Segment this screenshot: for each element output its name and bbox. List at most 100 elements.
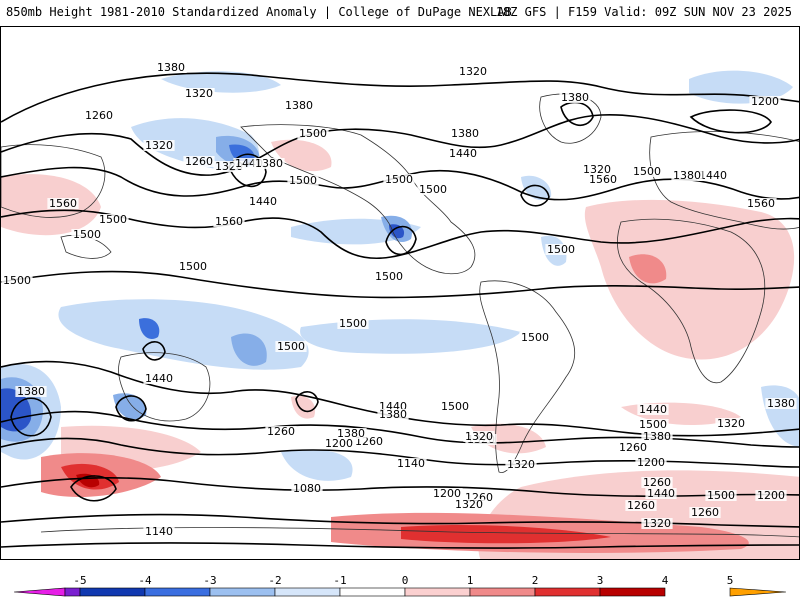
- contour-label-bg: [671, 170, 703, 181]
- contour-line: [1, 72, 799, 123]
- contour-label-bg: [519, 332, 551, 343]
- contour-label-bg: [505, 459, 537, 470]
- contour-label: 1500: [547, 243, 575, 256]
- contour-line: [142, 341, 166, 361]
- colorbar-tick-label: 0: [402, 574, 409, 587]
- contour-label: 1320: [455, 498, 483, 511]
- contour-label-bg: [71, 229, 103, 240]
- anomaly-positive: [291, 395, 316, 419]
- contour-line: [1, 542, 799, 549]
- contour-line: [520, 184, 550, 207]
- contour-label-bg: [641, 518, 673, 529]
- contour-label: 1380: [157, 61, 185, 74]
- contour-label: 1500: [277, 340, 305, 353]
- contour-label-bg: [233, 158, 265, 169]
- contour-label-bg: [337, 318, 369, 329]
- contour-label: 1380: [17, 385, 45, 398]
- contour-label: 1200: [637, 456, 665, 469]
- contour-line: [689, 109, 772, 134]
- contour-label: 1380: [767, 397, 795, 410]
- contour-label: 1500: [179, 260, 207, 273]
- contour-label: 1560: [589, 173, 617, 186]
- contour-label-bg: [439, 401, 471, 412]
- contour-label: 1380: [255, 157, 283, 170]
- contour-label-bg: [617, 442, 649, 453]
- contour-label: 1260: [185, 155, 213, 168]
- contour-label-bg: [183, 88, 215, 99]
- contour-label-bg: [417, 184, 449, 195]
- contour-label: 1500: [99, 213, 127, 226]
- contour-line: [70, 475, 117, 502]
- anomaly-negative: [58, 299, 309, 370]
- contour-line: [1, 270, 799, 299]
- contour-label-bg: [155, 62, 187, 73]
- contour-label-bg: [463, 492, 495, 503]
- contour-label-bg: [457, 66, 489, 77]
- contour-label-bg: [213, 216, 245, 227]
- contour-line: [115, 395, 147, 422]
- contour-label: 1380: [285, 99, 313, 112]
- anomaly-positive: [629, 254, 667, 284]
- colorbar-extend-low: [13, 587, 66, 597]
- colorbar-tick-label: -2: [268, 574, 281, 587]
- contour-label-bg: [431, 488, 463, 499]
- contour-label: 1320: [145, 139, 173, 152]
- contour-label-bg: [323, 438, 355, 449]
- contour-label: 1500: [3, 274, 31, 287]
- contour-label: 1320: [643, 517, 671, 530]
- contour-label: 1320: [185, 87, 213, 100]
- contour-label-bg: [291, 483, 323, 494]
- anomaly-positive: [76, 473, 100, 488]
- contour-line: [1, 209, 799, 260]
- contour-line: [1, 513, 799, 528]
- contour-label-bg: [745, 198, 777, 209]
- coastline-africa: [617, 218, 766, 384]
- contour-label: 1500: [441, 400, 469, 413]
- contour-label-bg: [383, 174, 415, 185]
- contour-label-bg: [377, 409, 409, 420]
- anomaly-negative: [281, 449, 353, 481]
- anomaly-map: 1260132012601380132014401380126013201500…: [0, 26, 800, 560]
- coastline-australia: [118, 352, 211, 422]
- contour-label: 1320: [465, 430, 493, 443]
- contour-line: [385, 225, 417, 256]
- contour-label: 1500: [385, 173, 413, 186]
- contour-label-bg: [287, 175, 319, 186]
- anomaly-negative: [231, 333, 267, 366]
- coastline-north-america: [240, 124, 476, 275]
- contour-label-bg: [265, 426, 297, 437]
- contour-label-bg: [765, 398, 797, 409]
- contour-label-bg: [697, 170, 729, 181]
- colorbar-bin: [144, 587, 211, 597]
- contour-label: 1500: [289, 174, 317, 187]
- map-title: 850mb Height 1981-2010 Standardized Anom…: [6, 5, 512, 19]
- contour-label: 1440: [249, 195, 277, 208]
- contour-label-bg: [97, 214, 129, 225]
- contour-label-bg: [143, 140, 175, 151]
- contour-label: 1440: [145, 372, 173, 385]
- model-run-info: 18Z GFS | F159 Valid: 09Z SUN NOV 23 202…: [495, 5, 792, 19]
- contour-label: 1320: [583, 163, 611, 176]
- contour-label: 1380: [643, 430, 671, 443]
- contour-label-bg: [641, 431, 673, 442]
- contour-line: [295, 391, 319, 413]
- contour-label-bg: [715, 418, 747, 429]
- contour-label: 1320: [717, 417, 745, 430]
- contour-label: 1200: [325, 437, 353, 450]
- colorbar-tick-label: -4: [138, 574, 152, 587]
- contour-label: 1560: [215, 215, 243, 228]
- colorbar-tick-label: 4: [662, 574, 669, 587]
- contour-label: 1500: [419, 183, 447, 196]
- contour-label-bg: [645, 488, 677, 499]
- colorbar-tick-label: 5: [727, 574, 734, 587]
- contour-label-bg: [335, 428, 367, 439]
- contour-label-bg: [275, 341, 307, 352]
- anomaly-positive: [584, 199, 795, 360]
- contour-label-bg: [463, 431, 495, 442]
- anomaly-negative: [761, 385, 799, 447]
- contour-label: 1440: [639, 403, 667, 416]
- contour-label: 1140: [145, 525, 173, 538]
- contour-label-bg: [559, 92, 591, 103]
- contour-label-bg: [449, 128, 481, 139]
- contour-label: 1380: [561, 91, 589, 104]
